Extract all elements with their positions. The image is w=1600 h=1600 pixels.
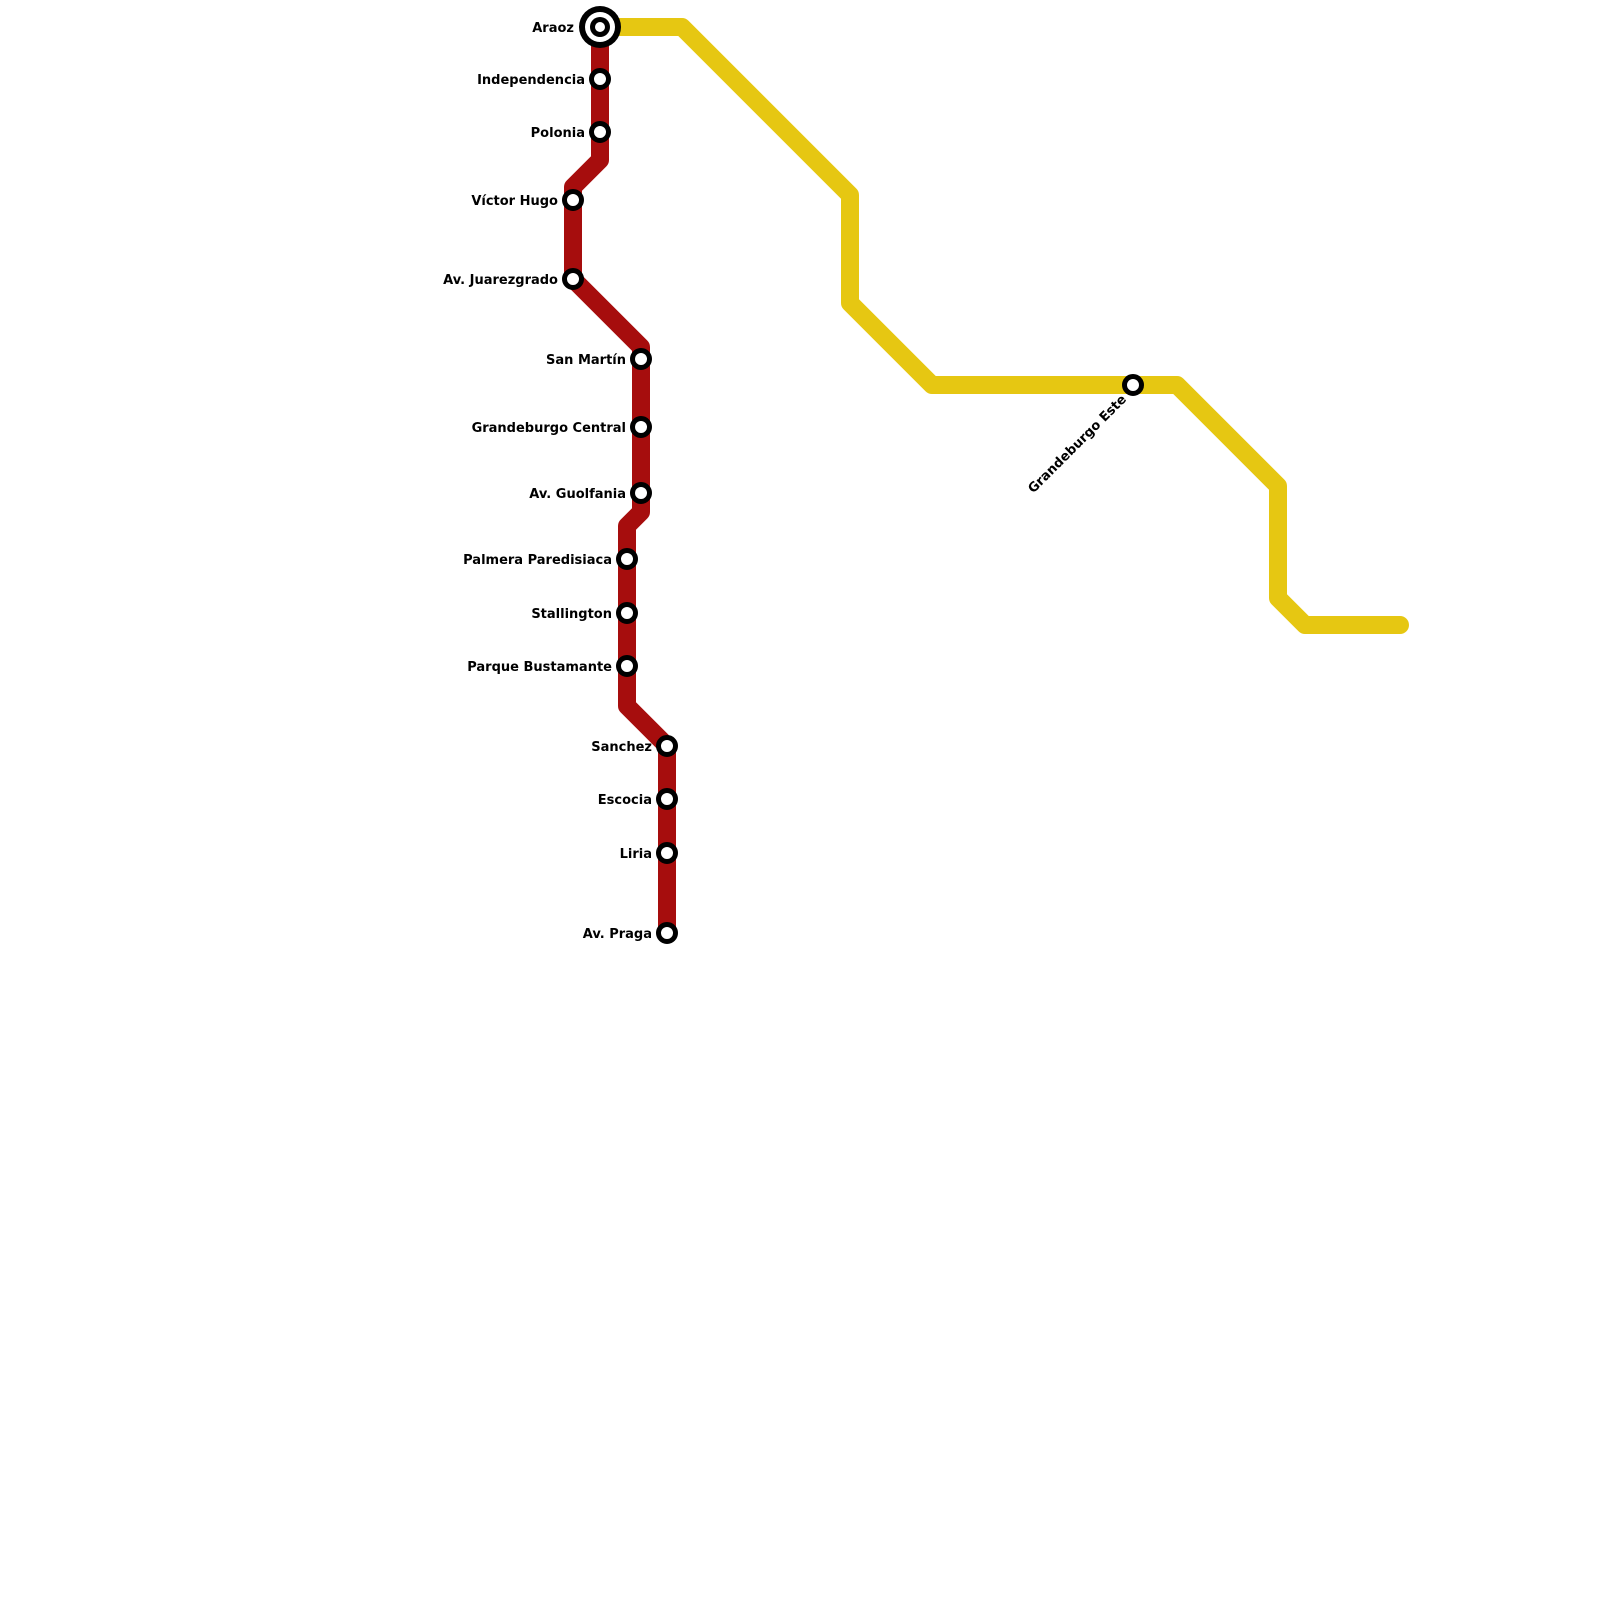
station-label-polonia: Polonia (531, 126, 585, 141)
station-label-av-juarezgrado: Av. Juarezgrado (443, 273, 558, 288)
station-labels-layer: Araoz Independencia Polonia Víctor Hugo Av. … (443, 21, 1130, 942)
station-marker (616, 655, 638, 677)
station-marker (616, 548, 638, 570)
station-label-escocia: Escocia (598, 793, 652, 808)
station-label-av-guolfania: Av. Guolfania (529, 487, 626, 502)
station-marker (630, 348, 652, 370)
station-parque-bustamante[interactable] (616, 655, 638, 677)
station-marker (589, 121, 611, 143)
station-marker (656, 842, 678, 864)
station-label-san-martin: San Martín (546, 353, 626, 368)
interchange-marker-ring-3 (595, 22, 605, 32)
station-palmera-paredisiaca[interactable] (616, 548, 638, 570)
station-polonia[interactable] (589, 121, 611, 143)
station-label-sanchez: Sanchez (591, 740, 652, 755)
station-liria[interactable] (656, 842, 678, 864)
station-label-grandeburgo-central: Grandeburgo Central (472, 421, 626, 436)
station-sanchez[interactable] (656, 735, 678, 757)
station-marker (589, 68, 611, 90)
station-label-victor-hugo: Víctor Hugo (471, 194, 558, 209)
station-marker (1122, 374, 1144, 396)
station-marker (656, 735, 678, 757)
station-marker (630, 416, 652, 438)
station-escocia[interactable] (656, 788, 678, 810)
station-stallington[interactable] (616, 602, 638, 624)
station-av-praga[interactable] (656, 922, 678, 944)
yellow-metro-line (591, 18, 1409, 634)
station-label-grandeburgo-este: Grandeburgo Este (1025, 392, 1130, 497)
station-victor-hugo[interactable] (562, 189, 584, 211)
station-marker (656, 922, 678, 944)
station-label-palmera-paredisiaca: Palmera Paredisiaca (463, 553, 612, 568)
metro-lines-layer (564, 18, 1409, 942)
station-marker (630, 482, 652, 504)
station-grandeburgo-central[interactable] (630, 416, 652, 438)
station-av-guolfania[interactable] (630, 482, 652, 504)
station-marker (562, 268, 584, 290)
station-san-martin[interactable] (630, 348, 652, 370)
station-label-stallington: Stallington (531, 607, 612, 622)
station-label-independencia: Independencia (477, 73, 585, 88)
station-independencia[interactable] (589, 68, 611, 90)
station-marker (562, 189, 584, 211)
station-label-av-praga: Av. Praga (583, 927, 652, 942)
station-araoz[interactable] (579, 6, 621, 48)
stations-layer (562, 6, 1144, 944)
station-label-liria: Liria (620, 847, 652, 862)
station-grandeburgo-este[interactable] (1122, 374, 1144, 396)
station-marker (616, 602, 638, 624)
station-label-araoz: Araoz (532, 21, 574, 36)
station-label-parque-bustamante: Parque Bustamante (467, 660, 612, 675)
station-marker (656, 788, 678, 810)
station-av-juarezgrado[interactable] (562, 268, 584, 290)
